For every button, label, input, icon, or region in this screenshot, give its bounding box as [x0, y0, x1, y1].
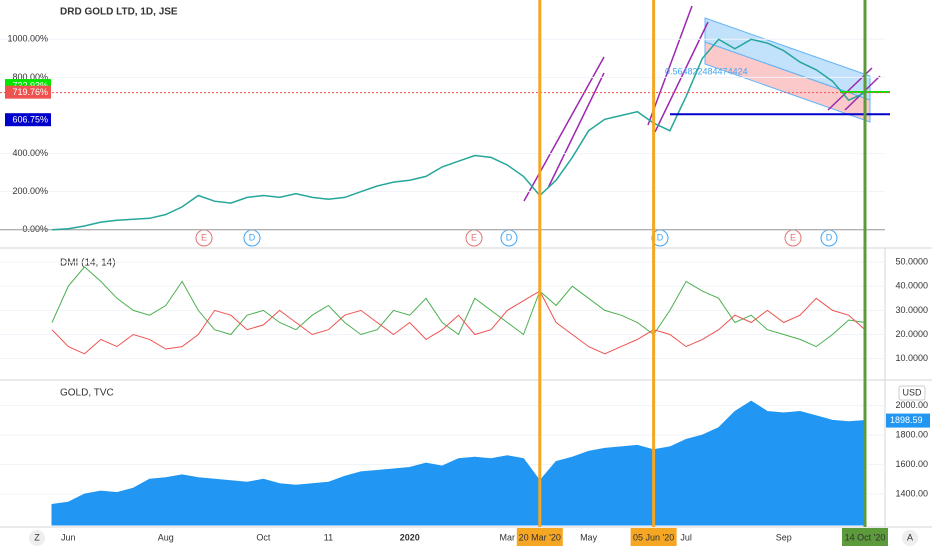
event-label: E	[471, 232, 477, 242]
y-tick-label: 1800.00	[895, 429, 928, 439]
line	[51, 290, 866, 355]
line	[51, 38, 866, 231]
y-tick-label: 400.00%	[12, 148, 48, 158]
trend-line	[547, 72, 605, 189]
y-tick-label: 50.0000	[895, 256, 928, 266]
x-tick-label: May	[580, 532, 598, 542]
y-tick-label: 800.00%	[12, 72, 48, 82]
x-tick-label: 20 Mar '20	[519, 532, 561, 542]
unit-label: USD	[902, 387, 922, 397]
y-tick-label: 10.0000	[895, 353, 928, 363]
area	[51, 400, 866, 526]
event-label: D	[506, 232, 513, 242]
price-tag-label: 719.76%	[12, 87, 48, 97]
x-tick-label: Aug	[158, 532, 174, 542]
auto-button[interactable]	[902, 530, 918, 546]
last-price-tag	[886, 413, 930, 428]
x-tick-label: 2020	[400, 532, 420, 542]
y-tick-label: 1400.00	[895, 488, 928, 498]
channel-annotation: 0.564822484474424	[665, 66, 748, 76]
y-tick-label: 40.0000	[895, 281, 928, 291]
zoom-label: Z	[34, 532, 40, 542]
line	[51, 266, 866, 348]
event-label: E	[201, 232, 207, 242]
event-label: D	[657, 232, 664, 242]
marker-box	[516, 528, 563, 546]
y-tick-label: 0.00%	[22, 224, 48, 234]
x-tick-label: Mar	[500, 532, 516, 542]
price-tag-label: 606.75%	[12, 115, 48, 125]
y-tick-label: 20.0000	[895, 329, 928, 339]
chart-title: DRD GOLD LTD, 1D, JSE	[60, 7, 178, 18]
price-tag	[5, 113, 51, 127]
x-tick-label: 11	[324, 532, 333, 542]
chart-title: DMI (14, 14)	[60, 258, 116, 269]
marker-box	[842, 528, 888, 546]
chart-title: GOLD, TVC	[60, 388, 114, 399]
y-tick-label: 200.00%	[12, 186, 48, 196]
event-label: D	[826, 232, 833, 242]
last-price-label: 1898.59	[890, 415, 923, 425]
price-tag	[5, 85, 51, 99]
x-tick-label: Jul	[680, 532, 692, 542]
x-tick-label: 05 Jun '20	[633, 532, 674, 542]
auto-label: A	[907, 532, 913, 542]
trend-line	[647, 5, 693, 126]
x-tick-label: Sep	[776, 532, 792, 542]
y-tick-label: 30.0000	[895, 305, 928, 315]
event-label: D	[249, 232, 256, 242]
price-tag-label: 722.93%	[12, 80, 48, 90]
marker-box	[630, 528, 677, 546]
x-tick-label: Jun	[61, 532, 76, 542]
y-tick-label: 1600.00	[895, 459, 928, 469]
y-tick-label: 2000.00	[895, 400, 928, 410]
regression-lower	[704, 41, 871, 123]
event-label: E	[790, 232, 796, 242]
x-tick-label: 14 Oct '20	[845, 532, 886, 542]
y-tick-label: 1000.00%	[7, 34, 48, 44]
zoom-button[interactable]	[29, 530, 45, 546]
x-tick-label: Oct	[256, 532, 271, 542]
unit-box[interactable]	[898, 385, 926, 401]
trend-line	[523, 56, 605, 202]
